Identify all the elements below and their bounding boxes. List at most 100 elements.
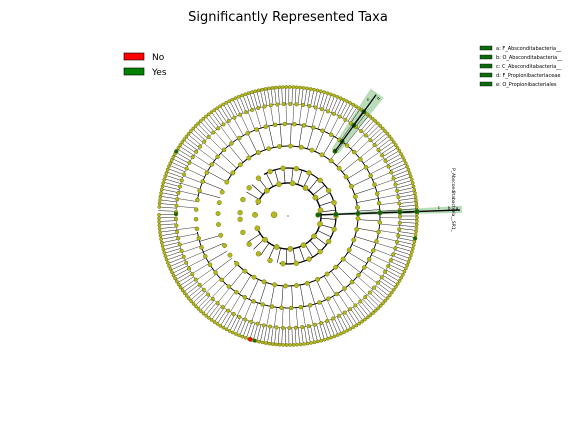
leaf-tick [199, 298, 213, 312]
leaf-tick [164, 174, 182, 181]
taxon-node [272, 282, 278, 288]
branch-segment [378, 230, 399, 234]
taxon-node [222, 243, 228, 249]
branch-segment [259, 282, 267, 304]
taxon-node [246, 91, 251, 96]
taxon-node [287, 246, 294, 252]
leaf-tick [360, 116, 373, 131]
taxon-node [204, 170, 210, 176]
non-significant-node [247, 336, 253, 342]
taxon-node [340, 256, 346, 262]
leaf-tick [377, 137, 393, 150]
leaf-tick [390, 162, 407, 171]
leaf-tick [369, 292, 383, 306]
highlight-letter-b: b [448, 205, 451, 210]
taxon-node [295, 342, 299, 347]
taxon-node [165, 260, 170, 265]
branch-segment [286, 248, 288, 264]
leaf-tick [377, 282, 393, 295]
significant-node [377, 210, 383, 216]
leaf-tick [350, 108, 361, 124]
taxon-node [251, 299, 256, 304]
leaf-tick [204, 115, 217, 130]
leaf-tick [222, 103, 233, 120]
taxon-node [393, 182, 398, 187]
taxon-node [311, 233, 317, 240]
taxon-node [215, 211, 221, 217]
branch-segment [220, 126, 233, 143]
branch-segment [303, 173, 311, 188]
taxon-node [256, 88, 261, 93]
taxon-node [383, 269, 388, 274]
branch-segment [228, 145, 244, 163]
taxon-node [198, 119, 203, 123]
leaf-tick [196, 122, 210, 137]
taxon-node [388, 258, 393, 263]
taxon-node [376, 306, 381, 311]
taxon-node [173, 217, 179, 222]
taxon-node [267, 86, 271, 91]
leaf-tick [307, 87, 311, 106]
taxon-node [280, 165, 286, 171]
branch-segment [211, 283, 226, 299]
taxon-node [268, 324, 273, 329]
taxon-node [179, 248, 184, 253]
taxon-node [415, 219, 419, 223]
significant-node [414, 208, 420, 215]
taxon-node [209, 110, 214, 115]
taxon-node [412, 187, 417, 192]
leaf-tick [159, 232, 178, 237]
leaf-tick [392, 255, 410, 263]
branch-segment [305, 106, 310, 126]
branch-segment [229, 270, 245, 288]
branch-segment [317, 110, 325, 130]
taxon-node [311, 125, 316, 130]
taxon-node [325, 109, 331, 114]
branch-segment [332, 296, 343, 315]
taxon-node [243, 317, 248, 322]
branch-segment [207, 171, 227, 183]
branch-segment [193, 154, 211, 167]
taxon-node [175, 229, 180, 235]
branch-segment [375, 242, 396, 249]
taxon-node [157, 216, 161, 221]
taxon-node [411, 243, 416, 248]
leaf-tick [328, 94, 336, 112]
branch-segment [379, 202, 400, 205]
highlight-letter-e: e [365, 97, 371, 102]
branch-segment [299, 246, 305, 262]
branch-segment [299, 284, 305, 307]
leaf-tick [358, 303, 370, 318]
taxon-node [180, 140, 185, 144]
leaf-tick [242, 320, 250, 338]
taxon-node [267, 168, 273, 175]
taxon-node [410, 181, 415, 185]
taxon-node [298, 304, 304, 310]
taxon-node [343, 174, 349, 180]
taxon-node [200, 179, 205, 184]
taxon-node [161, 247, 166, 252]
leaf-tick [266, 87, 271, 106]
taxon-node [193, 277, 198, 282]
leaf-tick [387, 266, 404, 276]
taxon-node [243, 335, 248, 340]
taxon-node [315, 276, 321, 282]
taxon-node [405, 263, 410, 268]
branch-segment [337, 265, 354, 282]
taxon-node [326, 238, 332, 245]
leaf-tick [263, 88, 268, 107]
branch-segment [320, 301, 329, 321]
taxon-node [348, 307, 353, 312]
branch-segment [322, 136, 335, 156]
taxon-node [229, 141, 234, 146]
taxon-node [197, 282, 202, 287]
taxon-node [250, 90, 254, 95]
taxon-node [237, 135, 242, 141]
taxon-node [216, 126, 221, 131]
branch-segment [308, 305, 314, 326]
branch-segment [186, 168, 205, 178]
branch-segment [357, 209, 380, 212]
taxon-node [345, 99, 349, 104]
taxon-node [190, 155, 195, 160]
leaf-tick [350, 308, 361, 324]
